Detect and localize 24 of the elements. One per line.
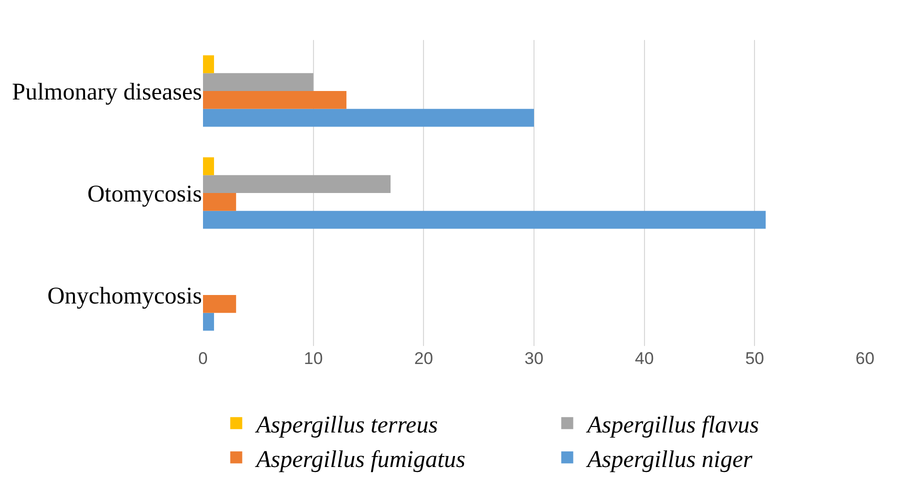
x-tick-label: 50 [745, 349, 764, 368]
x-tick-label: 40 [634, 349, 654, 368]
bar [203, 157, 214, 176]
bar [203, 73, 314, 91]
y-tick-label: Onychomycosis [47, 283, 202, 310]
bar [203, 312, 214, 331]
x-tick-label: 20 [414, 349, 434, 368]
bar [203, 175, 391, 193]
x-tick-label: 30 [524, 349, 544, 368]
legend-label: Aspergillus fumigatus [254, 446, 466, 473]
x-tick-label: 60 [856, 349, 874, 368]
x-tick-label: 0 [198, 349, 208, 368]
legend-label: Aspergillus flavus [585, 412, 760, 439]
legend-label: Aspergillus terreus [254, 412, 438, 439]
bar [203, 108, 534, 127]
bar [203, 193, 236, 211]
bar [203, 55, 214, 74]
bar [203, 91, 346, 109]
legend-label: Aspergillus niger [585, 446, 754, 473]
bar [203, 295, 236, 313]
y-tick-label: Otomycosis [87, 181, 202, 208]
y-tick-label: Pulmonary diseases [12, 79, 202, 106]
bar [203, 210, 766, 229]
x-tick-label: 10 [304, 349, 323, 368]
